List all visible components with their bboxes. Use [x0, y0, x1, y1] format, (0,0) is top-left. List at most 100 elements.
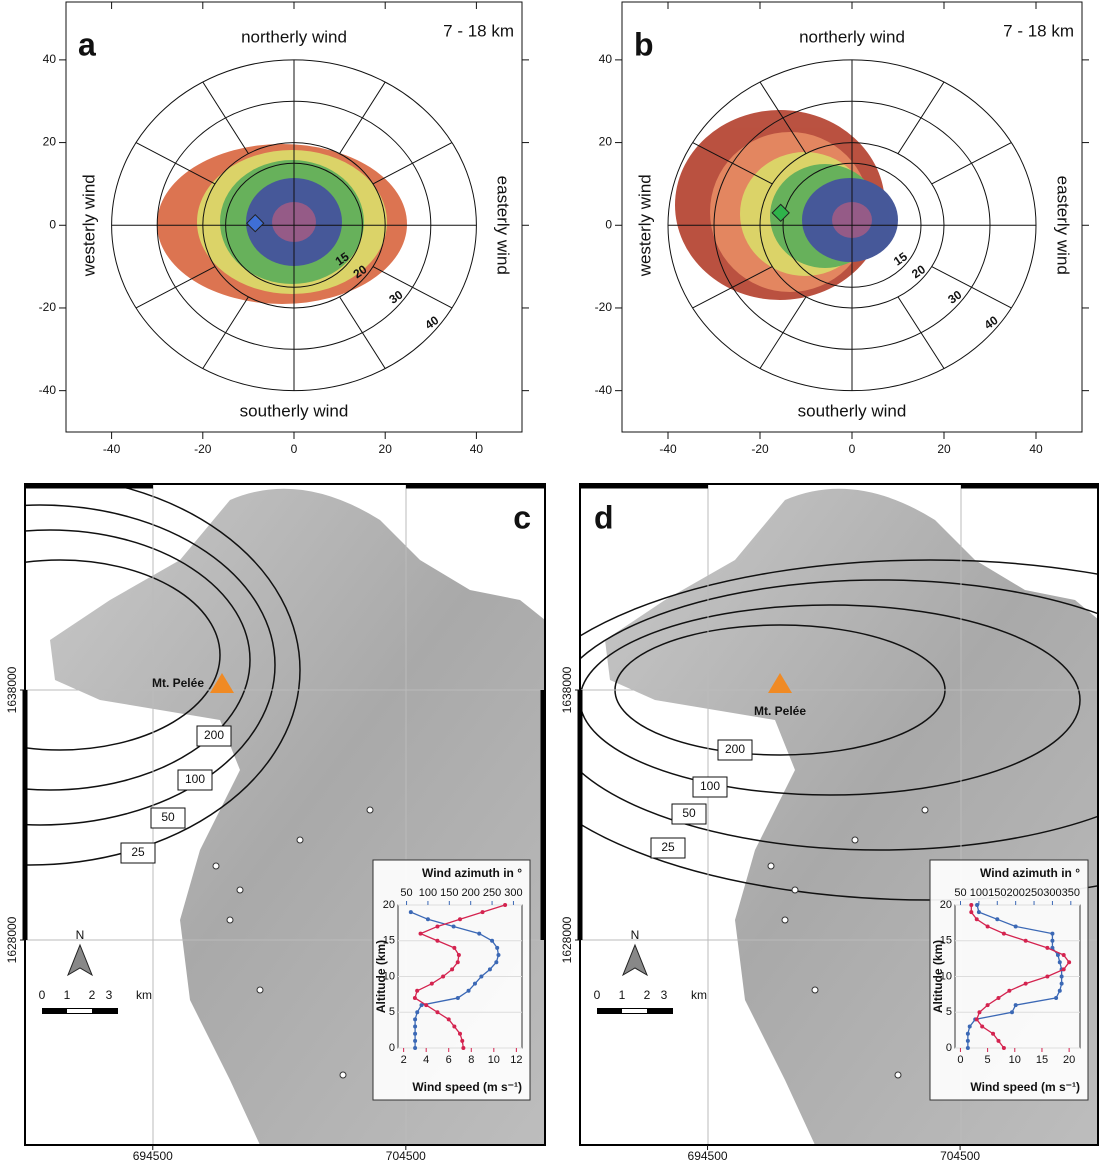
y-tick-label: 0 — [389, 1042, 395, 1054]
scale-label: 2 — [89, 988, 96, 1002]
profile-point — [1057, 960, 1062, 965]
profile-point — [1007, 988, 1012, 993]
x-tick-label: 0 — [957, 1054, 963, 1066]
profile-point — [969, 903, 974, 907]
altitude-range: 7 - 18 km — [1003, 21, 1074, 40]
east-label: easterly wind — [494, 176, 513, 275]
point-cloud — [157, 144, 407, 304]
polar-grid — [667, 59, 1037, 392]
profile-point — [451, 924, 456, 929]
x-tick-label: 20 — [937, 442, 951, 456]
panel-label: a — [78, 26, 96, 62]
contour-label: 50 — [682, 806, 696, 820]
spoke — [692, 142, 773, 185]
profile-point — [974, 1017, 979, 1022]
profile-point — [965, 1038, 970, 1043]
y-tick-label: 20 — [940, 899, 952, 911]
y-tick-label: 15 — [940, 935, 952, 947]
scale-label: 1 — [64, 988, 71, 1002]
profile-point — [424, 1003, 429, 1008]
x-tick-label: 12 — [510, 1054, 522, 1066]
spoke — [339, 296, 386, 369]
profile-point — [466, 988, 471, 993]
x2-tick-label: 250 — [1025, 887, 1043, 899]
profile-point — [412, 995, 417, 1000]
x2-tick-label: 350 — [1062, 887, 1080, 899]
profile-point — [413, 1017, 418, 1022]
ring-label: 20 — [909, 262, 928, 281]
scale-label: km — [136, 988, 152, 1002]
x2-tick-label: 250 — [483, 887, 501, 899]
contour-label: 25 — [131, 845, 145, 859]
profile-point — [441, 974, 446, 979]
spoke — [931, 266, 1012, 309]
y-tick-label: -40 — [39, 383, 57, 397]
y-tick-label: 20 — [43, 135, 57, 149]
profile-point — [976, 910, 981, 915]
profile-point — [995, 917, 1000, 922]
north-label: northerly wind — [241, 27, 347, 46]
x-tick-label: 0 — [291, 442, 298, 456]
north-arrow — [621, 943, 649, 977]
y-tick-label: 1638000 — [5, 666, 19, 713]
scale-bar — [622, 1009, 647, 1013]
inset-box — [372, 859, 531, 1101]
x2-tick-label: 200 — [1006, 887, 1024, 899]
y-tick-label: 0 — [49, 217, 56, 231]
x2-tick-label: 150 — [440, 887, 458, 899]
x2-tick-label: 50 — [954, 887, 966, 899]
profile-point — [1067, 960, 1072, 965]
profile-point — [1013, 924, 1018, 929]
profile-point — [496, 953, 501, 958]
x-tick-label: 40 — [1029, 442, 1043, 456]
polar-grid — [111, 59, 477, 392]
profile-point — [415, 1010, 420, 1015]
spoke — [759, 296, 807, 369]
profile-point — [413, 1031, 418, 1036]
profile-point — [408, 910, 413, 915]
ring-label: 40 — [422, 313, 441, 332]
x-tick-label: 694500 — [688, 1149, 728, 1163]
y-tick-label: 40 — [43, 52, 57, 66]
volcano — [210, 673, 234, 693]
x-tick-label: 2 — [401, 1054, 407, 1066]
panel-label: b — [634, 26, 654, 62]
profile-point — [419, 1003, 424, 1008]
profile-point — [1055, 953, 1060, 958]
y-tick-label: 10 — [383, 970, 395, 982]
map-frames — [22, 483, 1099, 1146]
spoke — [897, 81, 945, 154]
y-tick-label: 0 — [946, 1042, 952, 1054]
x2-axis-label: Wind azimuth in ° — [980, 866, 1080, 880]
contour-label-box — [177, 769, 213, 791]
profile-point — [458, 917, 462, 922]
profile-point — [1045, 974, 1050, 979]
x-axis-label: Wind speed (m s⁻¹) — [412, 1080, 522, 1094]
x-tick-label: 0 — [849, 442, 856, 456]
profile-point — [413, 1024, 418, 1029]
contour-label-box — [671, 803, 707, 825]
contour-label-box — [120, 842, 156, 864]
x-tick-label: -20 — [194, 442, 212, 456]
y-tick-label: 5 — [389, 1006, 395, 1018]
x-tick-label: 10 — [488, 1054, 500, 1066]
north-arrow — [66, 943, 94, 977]
x-tick-label: 6 — [446, 1054, 452, 1066]
y-tick-label: 1638000 — [560, 666, 574, 713]
profile-point — [455, 995, 460, 1000]
spoke — [372, 142, 453, 185]
contour-label: 100 — [700, 779, 720, 793]
north-label: N — [631, 928, 640, 942]
spoke — [759, 81, 807, 154]
north-label: northerly wind — [799, 27, 905, 46]
mean-point — [771, 203, 790, 223]
x-tick-label: 10 — [1009, 1054, 1021, 1066]
south-label: southerly wind — [240, 401, 349, 420]
profile-point — [495, 945, 500, 950]
x2-tick-label: 50 — [400, 887, 412, 899]
profile-point — [1023, 981, 1028, 986]
scale-label: 2 — [644, 988, 651, 1002]
altitude-range: 7 - 18 km — [443, 21, 514, 40]
x2-tick-label: 300 — [1043, 887, 1061, 899]
